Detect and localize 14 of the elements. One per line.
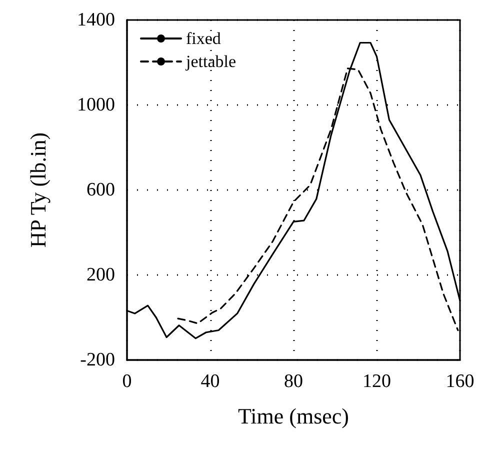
- legend-label: jettable: [185, 52, 236, 71]
- y-tick-label: 600: [86, 180, 115, 200]
- x-tick-label: 80: [284, 371, 303, 392]
- y-tick-label: 1000: [77, 94, 115, 116]
- x-tick-label: 0: [122, 371, 132, 392]
- y-tick-label: 200: [86, 264, 115, 286]
- legend-label: fixed: [186, 29, 222, 48]
- x-axis-title: Time (msec): [238, 404, 350, 428]
- y-tick-label: 1400: [77, 10, 115, 30]
- y-axis-title: HP Ty (lb.in): [26, 132, 50, 248]
- x-tick-label: 120: [362, 371, 391, 392]
- x-tick-label: 160: [446, 371, 474, 392]
- y-tick-label: -200: [80, 350, 115, 370]
- x-tick-label: 40: [200, 371, 220, 392]
